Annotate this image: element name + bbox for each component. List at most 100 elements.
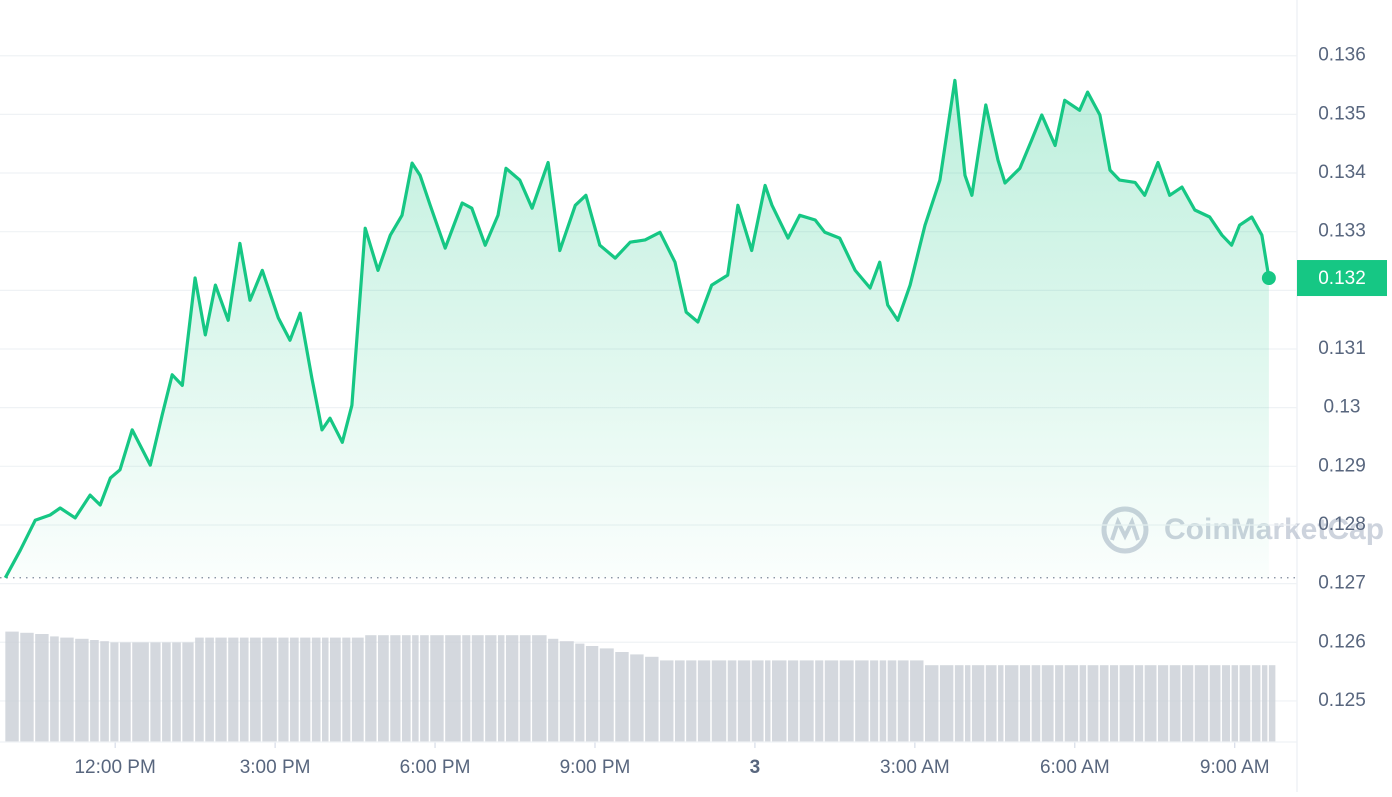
volume-bar	[1019, 665, 1031, 742]
volume-bar	[660, 660, 674, 742]
volume-bar	[1144, 665, 1157, 742]
volume-bar	[35, 634, 49, 742]
volume-bar	[250, 637, 261, 742]
y-tick-label: 0.128	[1318, 514, 1366, 535]
volume-bar	[765, 660, 771, 742]
volume-bar	[1110, 665, 1119, 742]
volume-bar	[855, 660, 869, 742]
volume-bar	[1194, 665, 1209, 742]
volume-bar	[5, 631, 19, 742]
volume-bar	[870, 660, 879, 742]
volume-bar	[430, 635, 444, 742]
volume-bar	[985, 665, 997, 742]
volume-bar	[1268, 665, 1276, 742]
volume-bar	[1064, 665, 1079, 742]
volume-bar	[462, 635, 471, 742]
volume-bar	[60, 637, 74, 742]
volume-bar	[330, 637, 341, 742]
volume-bar	[686, 660, 697, 742]
x-tick-label: 12:00 PM	[74, 757, 155, 778]
volume-bar	[1239, 665, 1251, 742]
volume-bar	[377, 635, 389, 742]
y-tick-label: 0.125	[1318, 690, 1366, 711]
volume-bar	[365, 635, 377, 742]
volume-bar	[215, 637, 227, 742]
volume-bar	[1157, 665, 1169, 742]
volume-bar	[815, 660, 824, 742]
volume-bar	[954, 665, 964, 742]
volume-bar	[1087, 665, 1099, 742]
volume-bar	[290, 637, 299, 742]
volume-bar	[162, 642, 171, 742]
volume-bar	[351, 637, 364, 742]
volume-bar	[132, 642, 149, 742]
volume-bar	[585, 646, 599, 742]
volume-bar	[897, 660, 909, 742]
x-tick-label: 3:00 AM	[880, 757, 950, 778]
volume-bar	[172, 642, 181, 742]
volume-bar	[300, 637, 311, 742]
volume-bar	[751, 660, 764, 742]
volume-bar	[1135, 665, 1144, 742]
y-tick-label: 0.133	[1318, 221, 1366, 242]
y-tick-label: 0.127	[1318, 573, 1366, 594]
volume-bar	[401, 635, 411, 742]
last-point	[1261, 271, 1276, 286]
x-tick-label: 6:00 PM	[400, 757, 471, 778]
volume-bar	[910, 660, 924, 742]
y-tick-label: 0.13	[1324, 397, 1361, 418]
volume-bar	[645, 656, 659, 742]
volume-bar	[195, 637, 204, 742]
volume-bar	[485, 635, 497, 742]
volume-bar	[998, 665, 1004, 742]
volume-bar	[532, 635, 547, 742]
volume-bar	[150, 642, 161, 742]
y-tick-label: 0.129	[1318, 455, 1366, 476]
volume-bar	[90, 640, 99, 742]
volume-bar	[278, 637, 289, 742]
volume-bar	[322, 637, 329, 742]
volume-bar	[964, 665, 971, 742]
volume-bar	[787, 660, 799, 742]
y-tick-label: 0.131	[1318, 338, 1366, 359]
volume-bar	[727, 660, 737, 742]
x-tick-label: 6:00 AM	[1040, 757, 1110, 778]
x-tick-label: 3:00 PM	[240, 757, 311, 778]
price-badge-label: 0.132	[1318, 268, 1366, 289]
volume-bar	[50, 636, 59, 742]
volume-bar	[1119, 665, 1134, 742]
volume-bar	[575, 643, 585, 742]
volume-bar	[20, 632, 34, 742]
volume-bar	[390, 635, 401, 742]
volume-bar	[879, 660, 887, 742]
volume-bar	[799, 660, 814, 742]
volume-bar	[1004, 665, 1019, 742]
volume-bar	[1169, 665, 1181, 742]
volume-bar	[471, 635, 484, 742]
price-badge	[1297, 260, 1387, 297]
volume-bar	[1251, 665, 1261, 742]
volume-bar	[839, 660, 854, 742]
volume-bar	[737, 660, 751, 742]
volume-bar	[311, 637, 321, 742]
volume-bar	[925, 665, 939, 742]
volume-bar	[824, 660, 839, 742]
y-tick-label: 0.135	[1318, 103, 1366, 124]
volume-bar	[630, 654, 644, 742]
volume-bar	[110, 642, 119, 742]
volume-bar	[615, 652, 629, 742]
volume-bar	[100, 641, 109, 742]
volume-bar	[599, 648, 614, 742]
volume-bar	[1079, 665, 1087, 742]
volume-bar	[939, 665, 954, 742]
y-tick-label: 0.126	[1318, 631, 1366, 652]
volume-bar	[548, 638, 559, 742]
volume-bar	[1099, 665, 1109, 742]
volume-bar	[1031, 665, 1041, 742]
x-tick-label: 9:00 PM	[560, 757, 631, 778]
volume-bar	[412, 635, 419, 742]
volume-bar	[342, 637, 351, 742]
volume-bar	[228, 637, 239, 742]
volume-bar	[971, 665, 985, 742]
